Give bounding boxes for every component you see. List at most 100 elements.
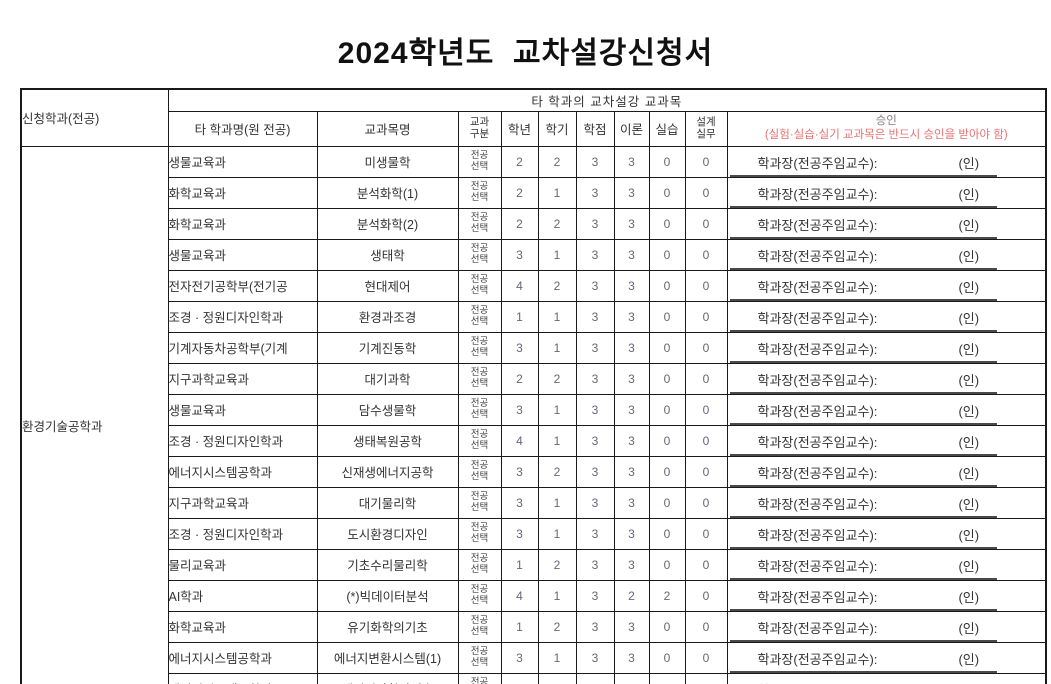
table-row: 환경기술공학과 생물교육과 미생물학 전공 선택 2 2 3 3 0 0 학과장…	[20, 145, 1047, 684]
practice-cell: 0	[648, 517, 686, 550]
other-dept-cell: 전자전기공학부(전기공	[167, 269, 318, 302]
table-row: 물리교육과 기초수리물리학 전공 선택 1 2 3 3 0 0 학과장(전공주임…	[21, 548, 1047, 581]
header-columns-row: 타 학과명(원 전공) 교과목명 교과 구분 학년 학기 학점 이론 실습 설계…	[21, 110, 1047, 147]
practice-cell: 0	[648, 672, 686, 684]
other-dept-cell: 지구과학교육과	[167, 362, 318, 395]
signature-line: 학과장(전공주임교수): (인)	[729, 215, 998, 238]
practice-cell: 0	[648, 486, 686, 519]
approval-seal: (인)	[958, 403, 980, 419]
theory-cell: 3	[613, 424, 650, 457]
header-theory: 이론	[613, 110, 650, 147]
course-type-cell: 전공 선택	[457, 424, 502, 457]
applicant-dept-cell: 환경기술공학과	[20, 145, 169, 684]
course-name-cell: 에너지과학과기술	[316, 672, 459, 684]
course-type-cell: 전공 선택	[457, 548, 502, 581]
theory-cell: 3	[613, 672, 650, 684]
header-approval: 승인 (실험·실습·실기 교과목은 반드시 승인을 받아야 함)	[726, 110, 1047, 147]
theory-cell: 3	[613, 517, 650, 550]
year-cell: 1	[500, 610, 539, 643]
approval-seal: (인)	[958, 434, 980, 450]
course-name-cell: 대기물리학	[316, 486, 459, 519]
approval-seal: (인)	[958, 279, 980, 295]
year-cell: 2	[500, 176, 539, 209]
approval-cell: 학과장(전공주임교수): (인)	[726, 610, 1047, 643]
design-cell: 0	[684, 455, 728, 488]
theory-cell: 3	[613, 641, 650, 674]
design-cell: 0	[684, 331, 728, 364]
other-dept-cell: AI학과	[167, 579, 318, 612]
year-cell: 1	[500, 548, 539, 581]
year-cell: 3	[500, 331, 539, 364]
signature-line: 학과장(전공주임교수): (인)	[729, 308, 998, 331]
design-cell: 0	[684, 548, 728, 581]
signature-line: 학과장(전공주임교수): (인)	[729, 370, 998, 393]
practice-cell: 2	[648, 579, 686, 612]
course-type-cell: 전공 선택	[457, 610, 502, 643]
theory-cell: 3	[613, 176, 650, 209]
credit-cell: 3	[575, 486, 615, 519]
design-cell: 0	[684, 176, 728, 209]
theory-cell: 3	[613, 269, 650, 302]
approval-label: 학과장(전공주임교수):	[757, 558, 878, 574]
signature-line: 학과장(전공주임교수): (인)	[729, 587, 998, 610]
year-cell: 2	[500, 145, 539, 178]
signature-line: 학과장(전공주임교수): (인)	[729, 246, 998, 269]
design-cell: 0	[684, 238, 728, 271]
approval-cell: 학과장(전공주임교수): (인)	[726, 362, 1047, 395]
approval-seal: (인)	[958, 341, 980, 357]
approval-seal: (인)	[958, 496, 980, 512]
semester-cell: 1	[537, 176, 577, 209]
practice-cell: 0	[648, 269, 686, 302]
year-cell: 3	[500, 393, 539, 426]
practice-cell: 0	[648, 331, 686, 364]
signature-line: 학과장(전공주임교수): (인)	[729, 277, 998, 300]
course-type-cell: 전공 선택	[457, 672, 502, 684]
practice-cell: 0	[648, 424, 686, 457]
course-name-cell: 현대제어	[316, 269, 459, 302]
signature-line: 학과장(전공주임교수): (인)	[729, 339, 998, 362]
theory-cell: 3	[613, 238, 650, 271]
course-name-cell: 도시환경디자인	[316, 517, 459, 550]
other-dept-cell: 에너지시스템공학과	[167, 641, 318, 674]
semester-cell: 2	[537, 610, 577, 643]
table-row: 생물교육과 생태학 전공 선택 3 1 3 3 0 0 학과장(전공주임교수):…	[21, 238, 1047, 271]
semester-cell: 1	[537, 238, 577, 271]
credit-cell: 3	[575, 300, 615, 333]
approval-label: 학과장(전공주임교수):	[757, 310, 878, 326]
approval-seal: (인)	[958, 248, 980, 264]
course-name-cell: 담수생물학	[316, 393, 459, 426]
table-row: 에너지시스템공학과 에너지과학과기술 전공 선택 4 1 3 3 0 0 학과장…	[21, 672, 1047, 684]
semester-cell: 1	[537, 641, 577, 674]
approval-cell: 학과장(전공주임교수): (인)	[726, 176, 1047, 209]
signature-line: 학과장(전공주임교수): (인)	[729, 432, 998, 455]
course-name-cell: 대기과학	[316, 362, 459, 395]
signature-line: 학과장(전공주임교수): (인)	[729, 556, 998, 579]
course-type-cell: 전공 선택	[457, 176, 502, 209]
course-type-cell: 전공 선택	[457, 393, 502, 426]
course-type-cell: 전공 선택	[457, 579, 502, 612]
credit-cell: 3	[575, 455, 615, 488]
other-dept-cell: 조경 · 정원디자인학과	[167, 517, 318, 550]
practice-cell: 0	[648, 176, 686, 209]
semester-cell: 1	[537, 424, 577, 457]
header-practice: 실습	[648, 110, 686, 147]
approval-seal: (인)	[958, 651, 980, 667]
approval-note: (실험·실습·실기 교과목은 반드시 승인을 받아야 함)	[764, 128, 1008, 141]
header-other-dept: 타 학과명(원 전공)	[167, 110, 318, 147]
design-cell: 0	[684, 641, 728, 674]
course-type-cell: 전공 선택	[457, 362, 502, 395]
approval-cell: 학과장(전공주임교수): (인)	[726, 672, 1047, 684]
course-name-cell: 신재생에너지공학	[316, 455, 459, 488]
table-row: 화학교육과 분석화학(2) 전공 선택 2 2 3 3 0 0 학과장(전공주임…	[21, 207, 1047, 240]
credit-cell: 3	[575, 424, 615, 457]
course-type-cell: 전공 선택	[457, 300, 502, 333]
other-dept-cell: 화학교육과	[167, 207, 318, 240]
theory-cell: 3	[613, 362, 650, 395]
approval-title: 승인	[875, 114, 897, 127]
credit-cell: 3	[575, 176, 615, 209]
practice-cell: 0	[648, 393, 686, 426]
signature-line: 학과장(전공주임교수): (인)	[729, 618, 998, 641]
year-cell: 3	[500, 455, 539, 488]
approval-cell: 학과장(전공주임교수): (인)	[726, 393, 1047, 426]
course-type-cell: 전공 선택	[457, 641, 502, 674]
